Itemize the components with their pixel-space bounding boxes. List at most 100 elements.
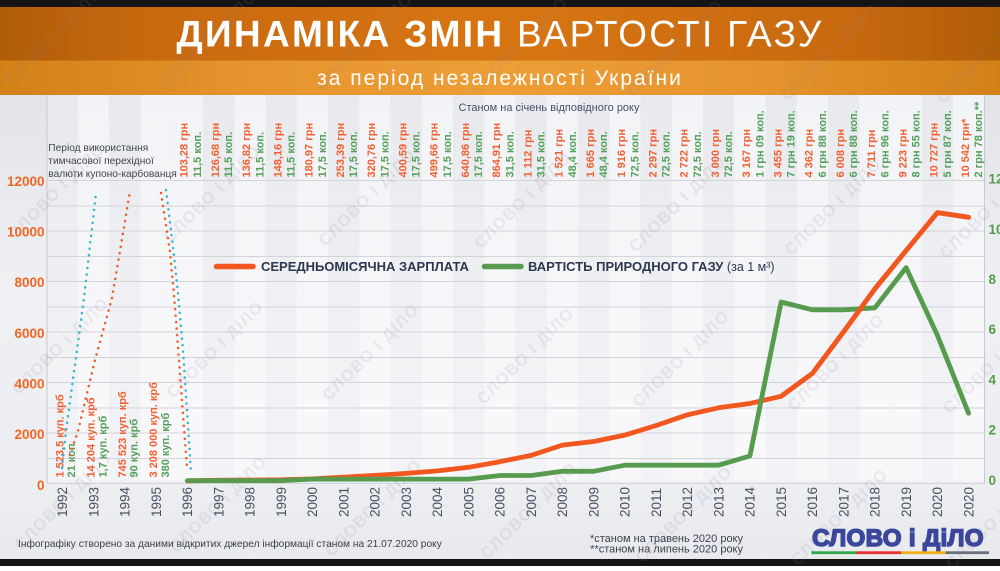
- svg-text:72,5 коп.: 72,5 коп.: [723, 131, 735, 177]
- svg-text:253,39 грн: 253,39 грн: [335, 123, 347, 178]
- svg-text:6 грн 88 коп.: 6 грн 88 коп.: [817, 110, 829, 177]
- svg-text:640,86 грн: 640,86 грн: [460, 123, 472, 178]
- svg-text:СЛОВО і ДіЛО: СЛОВО і ДіЛО: [812, 525, 984, 552]
- svg-text:1,7 куп. крб: 1,7 куп. крб: [98, 416, 110, 478]
- svg-text:2000: 2000: [305, 487, 320, 517]
- svg-text:14 204 куп. крб: 14 204 куп. крб: [86, 397, 98, 477]
- svg-text:2017: 2017: [836, 487, 851, 517]
- svg-text:2 722 грн: 2 722 грн: [679, 129, 691, 178]
- svg-text:1995: 1995: [149, 487, 164, 517]
- svg-text:1 916 грн: 1 916 грн: [616, 129, 628, 178]
- svg-text:320,76 грн: 320,76 грн: [366, 123, 378, 178]
- svg-text:1 521 грн: 1 521 грн: [554, 129, 566, 178]
- svg-text:2019: 2019: [899, 487, 914, 517]
- svg-text:2015: 2015: [774, 487, 789, 517]
- svg-text:11,5 коп.: 11,5 коп.: [286, 132, 298, 178]
- svg-text:864,91 грн: 864,91 грн: [491, 123, 503, 178]
- svg-text:2001: 2001: [336, 487, 351, 517]
- svg-text:48,4 коп.: 48,4 коп.: [598, 131, 610, 177]
- svg-text:380 куп. крб: 380 куп. крб: [160, 412, 172, 477]
- svg-text:4 362 грн: 4 362 грн: [804, 129, 816, 178]
- svg-text:3 208 000 куп. крб: 3 208 000 куп. крб: [148, 382, 160, 478]
- svg-text:2002: 2002: [368, 487, 383, 517]
- svg-text:12000: 12000: [7, 174, 45, 189]
- svg-text:2012: 2012: [680, 487, 695, 517]
- svg-text:72,5 коп.: 72,5 коп.: [629, 131, 641, 177]
- svg-text:2 297 грн: 2 297 грн: [647, 129, 659, 178]
- svg-text:90 куп. крб: 90 куп. крб: [129, 419, 141, 478]
- svg-text:2009: 2009: [586, 487, 601, 517]
- svg-text:1997: 1997: [212, 487, 227, 517]
- svg-text:0: 0: [37, 478, 45, 493]
- svg-text:2007: 2007: [524, 487, 539, 517]
- svg-text:21 коп.: 21 коп.: [66, 440, 78, 477]
- svg-text:12: 12: [989, 172, 1000, 187]
- svg-text:ДИНАМІКА ЗМІН ВАРТОСТІ ГАЗУ: ДИНАМІКА ЗМІН ВАРТОСТІ ГАЗУ: [176, 14, 823, 55]
- svg-text:745 523 куп. крб: 745 523 куп. крб: [117, 391, 129, 477]
- svg-text:499,66 грн: 499,66 грн: [429, 123, 441, 178]
- svg-text:6 грн 88 коп.: 6 грн 88 коп.: [848, 110, 860, 177]
- svg-text:Інфографіку створено за даними: Інфографіку створено за даними відкритих…: [18, 538, 443, 550]
- svg-text:48,4 коп.: 48,4 коп.: [567, 131, 579, 177]
- svg-text:2005: 2005: [461, 487, 476, 517]
- svg-text:за період незалежності України: за період незалежності України: [317, 67, 683, 90]
- svg-text:2 грн 78 коп.**: 2 грн 78 коп.**: [973, 101, 985, 178]
- svg-text:10000: 10000: [7, 225, 45, 240]
- svg-text:2000: 2000: [14, 427, 44, 442]
- svg-text:2020: 2020: [961, 487, 976, 517]
- svg-text:2014: 2014: [743, 486, 758, 517]
- svg-text:10 727 грн: 10 727 грн: [929, 123, 941, 178]
- svg-text:4: 4: [989, 372, 997, 387]
- svg-text:1 665 грн: 1 665 грн: [585, 129, 597, 178]
- svg-text:11,5 коп.: 11,5 коп.: [223, 132, 235, 178]
- svg-text:ВАРТІСТЬ ПРИРОДНОГО ГАЗУ (за 1: ВАРТІСТЬ ПРИРОДНОГО ГАЗУ (за 1 м³): [528, 259, 775, 274]
- svg-text:10: 10: [989, 222, 1000, 237]
- svg-text:тимчасової перехідної: тимчасової перехідної: [48, 156, 154, 167]
- svg-text:136,82 грн: 136,82 грн: [241, 123, 253, 178]
- svg-text:7 грн 19 коп.: 7 грн 19 коп.: [786, 110, 798, 177]
- svg-text:3 167 грн: 3 167 грн: [741, 129, 753, 178]
- svg-text:400,59 грн: 400,59 грн: [397, 123, 409, 178]
- svg-text:1998: 1998: [243, 487, 258, 517]
- svg-text:1992: 1992: [55, 487, 70, 517]
- svg-text:17,5 коп.: 17,5 коп.: [317, 131, 329, 177]
- svg-text:2016: 2016: [805, 487, 820, 517]
- svg-text:180,97 грн: 180,97 грн: [304, 123, 316, 178]
- svg-text:8000: 8000: [14, 275, 44, 290]
- svg-text:31,5 коп.: 31,5 коп.: [536, 131, 548, 177]
- svg-text:17,5 коп.: 17,5 коп.: [473, 131, 485, 177]
- svg-text:**станом на липень 2020 року: **станом на липень 2020 року: [590, 544, 743, 556]
- svg-text:4000: 4000: [14, 376, 44, 391]
- svg-text:2011: 2011: [649, 488, 664, 517]
- svg-text:17,5 коп.: 17,5 коп.: [442, 131, 454, 177]
- svg-text:1996: 1996: [180, 487, 195, 517]
- svg-text:3 455 грн: 3 455 грн: [772, 129, 784, 178]
- svg-text:6: 6: [989, 322, 997, 337]
- svg-text:Період використання: Період використання: [48, 143, 148, 154]
- svg-text:2006: 2006: [493, 487, 508, 517]
- svg-text:1 112 грн: 1 112 грн: [522, 130, 534, 178]
- svg-text:1 грн 09 коп.: 1 грн 09 коп.: [754, 110, 766, 177]
- svg-text:72,5 коп.: 72,5 коп.: [692, 131, 704, 177]
- svg-text:3 000 грн: 3 000 грн: [710, 129, 722, 178]
- svg-text:2018: 2018: [868, 487, 883, 517]
- svg-text:2013: 2013: [711, 487, 726, 517]
- svg-text:1993: 1993: [87, 487, 102, 517]
- svg-text:11,5 коп.: 11,5 коп.: [254, 132, 266, 178]
- svg-text:9 223 грн: 9 223 грн: [897, 129, 909, 178]
- svg-text:2020: 2020: [930, 487, 945, 517]
- svg-text:1994: 1994: [118, 486, 133, 517]
- svg-text:17,5 коп.: 17,5 коп.: [411, 131, 423, 177]
- svg-text:8: 8: [989, 272, 997, 287]
- svg-text:148,16 грн: 148,16 грн: [272, 123, 284, 178]
- svg-text:валюти купоно-карбованця: валюти купоно-карбованця: [48, 168, 177, 180]
- svg-text:1999: 1999: [274, 487, 289, 517]
- svg-text:103,28 грн: 103,28 грн: [179, 123, 191, 178]
- svg-text:72,5 коп.: 72,5 коп.: [661, 131, 673, 177]
- svg-text:2004: 2004: [430, 486, 445, 517]
- svg-text:Станом на січень відповідного: Станом на січень відповідного року: [459, 102, 640, 114]
- svg-text:17,5 коп.: 17,5 коп.: [348, 131, 360, 177]
- svg-text:2003: 2003: [399, 487, 414, 517]
- svg-text:6 008 грн: 6 008 грн: [835, 129, 847, 178]
- svg-text:6000: 6000: [14, 326, 44, 341]
